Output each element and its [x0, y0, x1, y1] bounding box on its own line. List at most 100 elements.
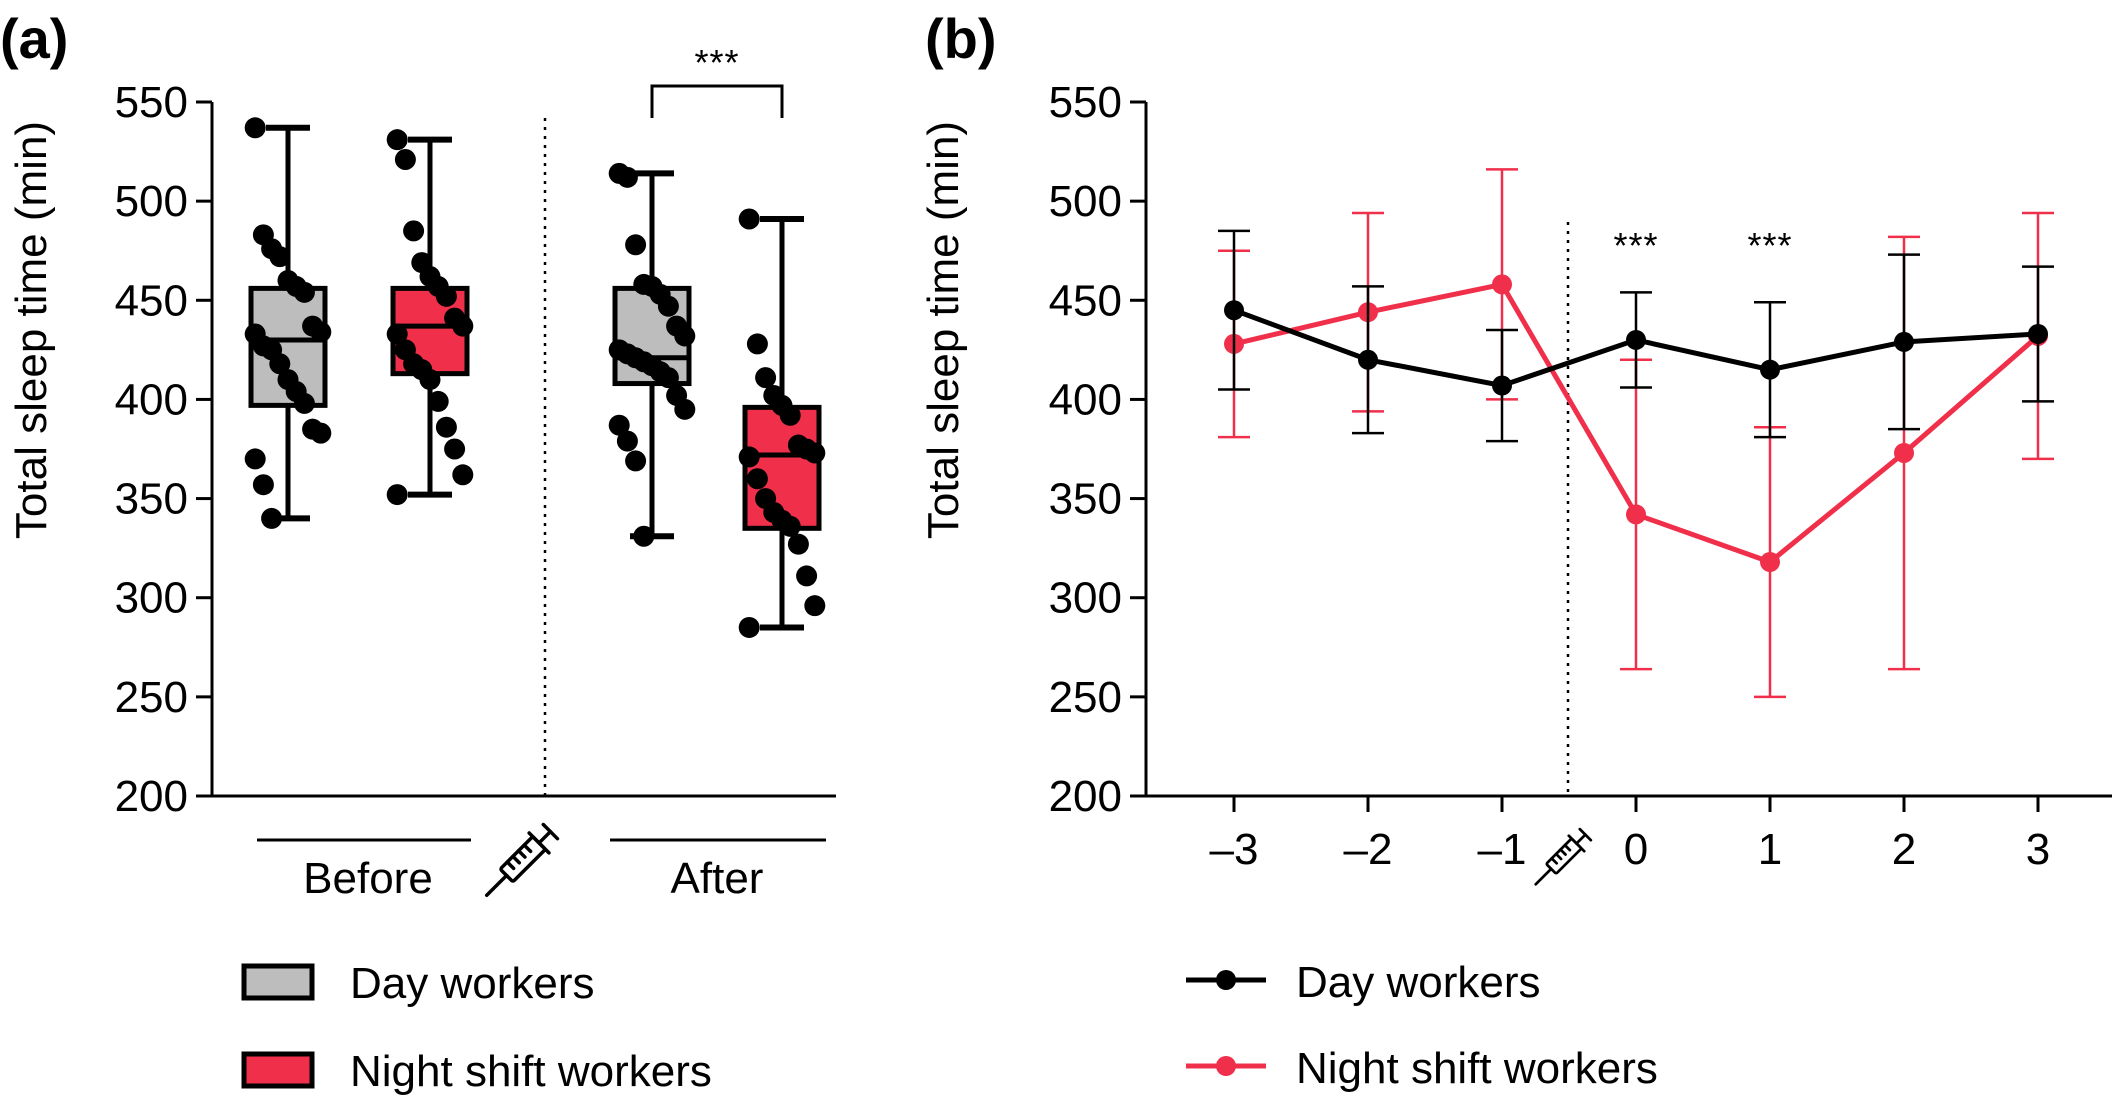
series-marker [1894, 442, 1914, 463]
legend-a-night-label: Night shift workers [350, 1047, 712, 1096]
data-point [746, 333, 768, 355]
panel-b-axes [1144, 102, 2112, 798]
panel-a-boxes [244, 117, 826, 638]
data-point [787, 533, 809, 555]
data-point [674, 325, 696, 347]
box-night-before [386, 129, 474, 506]
data-point [804, 442, 826, 464]
panel-a-y-tick-label: 400 [115, 375, 188, 424]
data-point [452, 315, 474, 337]
series-marker [1760, 552, 1780, 573]
data-point [755, 367, 777, 389]
data-point [310, 422, 332, 444]
data-point [403, 220, 425, 242]
data-point [269, 353, 291, 375]
panel-b-y-tick-label: 550 [1049, 78, 1122, 127]
after-group-label: After [671, 854, 764, 903]
data-point [674, 398, 696, 420]
series-marker [1760, 359, 1780, 380]
data-point [625, 450, 647, 472]
panel-b-y-tick-label: 250 [1049, 673, 1122, 722]
data-point [616, 166, 638, 188]
significance-mark: *** [1613, 225, 1658, 266]
data-point [435, 416, 457, 438]
data-point [261, 507, 283, 529]
legend-a-night-swatch [241, 1051, 315, 1089]
panel-a-boxplot: (a) 200 250 300 350 400 450 500 550 Total sleep… [0, 7, 836, 1096]
box-night-after [738, 208, 826, 638]
panel-b-x-ticks: –3 –2 –1 0 1 2 3 [1210, 796, 2050, 874]
legend-a-day-label: Day workers [350, 959, 595, 1008]
panel-a-y-ticks: 200 250 300 350 400 450 500 550 [115, 78, 212, 821]
panel-b-y-tick-label: 400 [1049, 375, 1122, 424]
box-day-before [244, 117, 332, 529]
data-point [244, 117, 266, 139]
panel-b-x-tick-label: –3 [1210, 825, 1259, 874]
legend-b-night-marker [1216, 1056, 1236, 1076]
data-point [310, 321, 332, 343]
data-point [444, 438, 466, 460]
data-point [608, 414, 630, 436]
data-point [293, 281, 315, 303]
series-marker [1492, 375, 1512, 396]
data-point [746, 468, 768, 490]
panel-b-x-tick-label: 0 [1624, 825, 1648, 874]
panel-a-y-tick-label: 450 [115, 276, 188, 325]
panel-a-y-tick-label: 300 [115, 574, 188, 623]
panel-b-y-tick-label: 300 [1049, 574, 1122, 623]
data-point [657, 367, 679, 389]
series-marker [1358, 349, 1378, 370]
series-marker [2028, 323, 2048, 344]
legend-b-night-label: Night shift workers [1296, 1044, 1658, 1093]
panel-a-significance-label: *** [694, 42, 739, 83]
panel-a-label: (a) [0, 7, 68, 70]
data-point [625, 234, 647, 256]
panel-a-y-tick-label: 200 [115, 772, 188, 821]
panel-a-y-tick-label: 250 [115, 673, 188, 722]
data-point [269, 246, 291, 268]
panel-a-significance-bracket: *** [650, 42, 784, 118]
panel-a-y-tick-label: 500 [115, 177, 188, 226]
data-point [386, 484, 408, 506]
panel-b-x-tick-label: –2 [1344, 825, 1393, 874]
data-point [738, 446, 760, 468]
panel-a-y-tick-label: 550 [115, 78, 188, 127]
data-point [779, 404, 801, 426]
data-point [427, 390, 449, 412]
data-point [435, 285, 457, 307]
data-point [738, 616, 760, 638]
data-point [452, 464, 474, 486]
series-marker [1626, 329, 1646, 350]
significance-mark: *** [1747, 225, 1792, 266]
panel-b-y-tick-label: 450 [1049, 276, 1122, 325]
data-point [633, 525, 655, 547]
series-marker [1626, 504, 1646, 525]
data-point [386, 323, 408, 345]
panel-b-x-tick-label: –1 [1478, 825, 1527, 874]
panel-b-series [1218, 168, 2054, 699]
data-point [419, 369, 441, 391]
data-point [386, 129, 408, 151]
before-group-label: Before [303, 854, 433, 903]
panel-a-y-axis-title: Total sleep time (min) [7, 121, 56, 539]
panel-b-significance: *** *** [1613, 225, 1792, 266]
legend-b-day-label: Day workers [1296, 958, 1541, 1007]
panel-a-y-tick-label: 350 [115, 475, 188, 524]
data-point [293, 392, 315, 414]
panel-a-legend: Day workers Night shift workers [241, 959, 712, 1096]
syringe-icon [482, 819, 563, 900]
panel-a-y-axis [210, 102, 836, 798]
panel-b-y-tick-label: 500 [1049, 177, 1122, 226]
data-point [616, 430, 638, 452]
panel-b-y-tick-label: 350 [1049, 475, 1122, 524]
series-marker [1492, 274, 1512, 295]
syringe-icon-b [1532, 825, 1595, 888]
series-marker [1894, 331, 1914, 352]
data-point [779, 515, 801, 537]
panel-b-label: (b) [925, 7, 997, 70]
data-point [252, 474, 274, 496]
panel-b-x-tick-label: 1 [1758, 825, 1782, 874]
panel-b-legend: Day workers Night shift workers [1186, 958, 1658, 1093]
